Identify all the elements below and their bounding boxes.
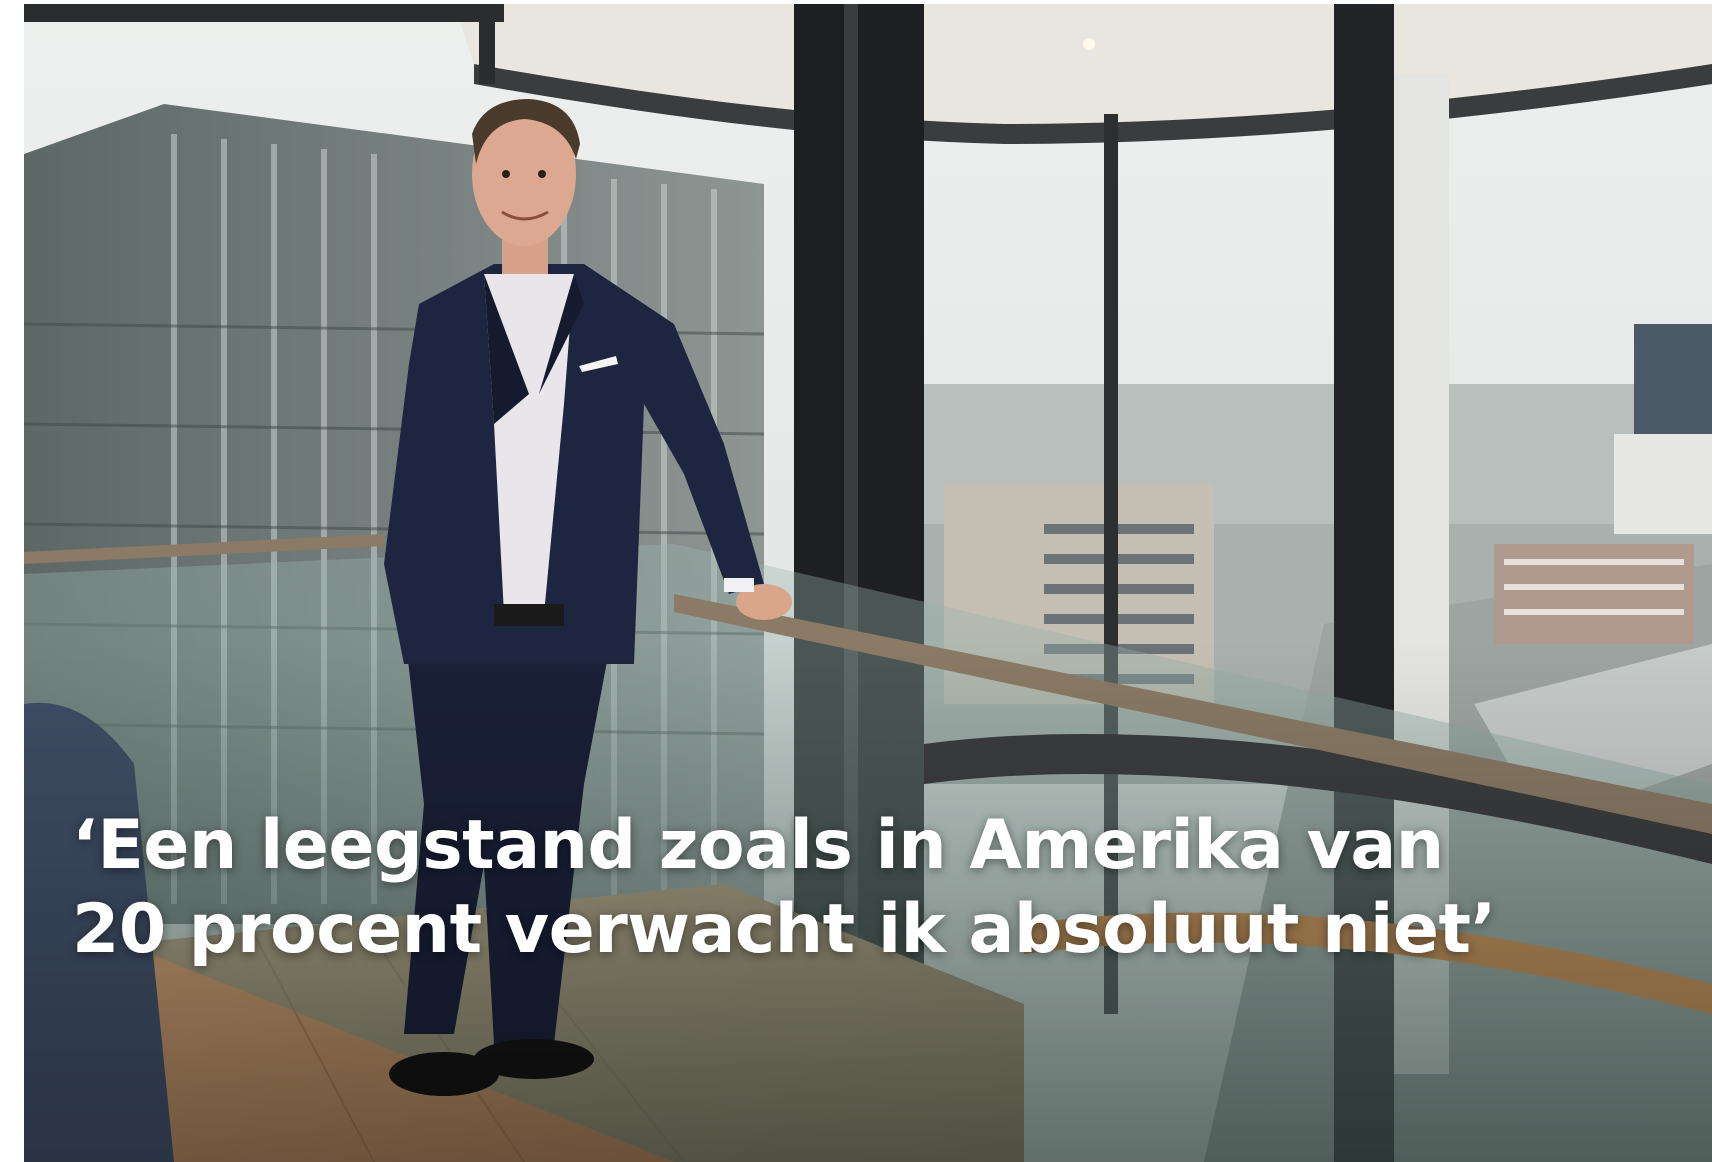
article-photo: ‘Een leegstand zoals in Amerika van 20 p…	[24, 4, 1712, 1162]
headline-line-2: 20 procent verwacht ik absoluut niet’	[72, 890, 1496, 969]
office-tower-scene	[24, 4, 1712, 1162]
headline-line-1: ‘Een leegstand zoals in Amerika van	[72, 806, 1444, 885]
article-headline: ‘Een leegstand zoals in Amerika van 20 p…	[72, 804, 1572, 972]
